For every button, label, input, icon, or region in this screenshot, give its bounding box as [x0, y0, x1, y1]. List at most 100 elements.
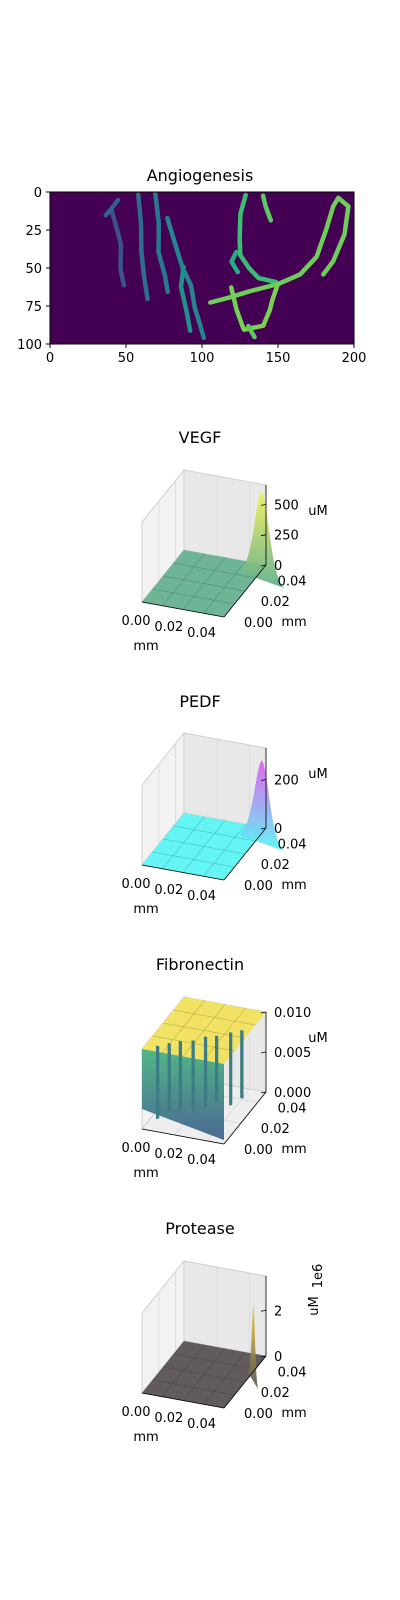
sprout-vessel: [260, 193, 274, 223]
y-tick-label: 0.02: [261, 858, 290, 873]
y-tick-label: 0.02: [261, 1122, 290, 1137]
x-tick-label: 100: [190, 351, 215, 366]
y-axis-label: mm: [281, 878, 306, 893]
y-tick-label: 0.00: [244, 879, 273, 894]
z-tick-label: 0: [274, 559, 282, 574]
surface-peak: [248, 1303, 259, 1390]
z-tick-label: 0: [274, 822, 282, 837]
x-axis-label: mm: [133, 1430, 158, 1445]
fibronectin-panel: Fibronectin 0.00 0.02 0.04mm0.000.020.04mm…: [122, 955, 328, 1181]
y-tick-label: 0.04: [278, 1365, 307, 1380]
x-tick-label: 0.00: [122, 877, 151, 892]
x-tick-label: 150: [266, 351, 291, 366]
sprout-vessel: [103, 197, 121, 218]
sprout-vessel: [153, 191, 170, 295]
y-tick-label: 0.00: [244, 1407, 273, 1422]
sprout-vessel: [241, 283, 280, 332]
sprout-vessel: [165, 215, 207, 341]
z-axis-label: uM: [308, 767, 327, 782]
y-tick-label: 0.04: [278, 837, 307, 852]
sprout-vessel: [109, 208, 127, 288]
y-tick-label: 50: [25, 262, 42, 277]
x-tick-label: 0.02: [154, 883, 183, 898]
angiogenesis-sprouts: [103, 191, 351, 341]
sprout-vessel: [237, 192, 279, 285]
y-tick-label: 75: [25, 300, 42, 315]
z-offset-label: 1e6: [311, 1264, 326, 1289]
pedf-title: PEDF: [179, 692, 220, 711]
x-tick-label: 0.00: [122, 1405, 151, 1420]
y-tick-label: 0.02: [261, 1386, 290, 1401]
angiogenesis-panel: Angiogenesis 0 50 100 150 200 0 25 50 75: [17, 166, 366, 366]
surface-trough: [240, 1030, 244, 1099]
x-tick-label: 0.02: [154, 620, 183, 635]
sprout-vessel: [178, 264, 193, 333]
z-tick-label: 200: [274, 774, 299, 789]
vegf-title: VEGF: [179, 428, 222, 447]
z-tick-label: 0.010: [274, 1006, 311, 1021]
y-tick-label: 25: [25, 224, 42, 239]
surface-peak: [239, 760, 285, 851]
x-tick-label: 0.04: [187, 889, 216, 904]
surface-plate: [142, 1341, 266, 1408]
z-tick-label: 2: [274, 1304, 282, 1319]
surface-plate: [142, 813, 266, 880]
angiogenesis-y-ticks: 0 25 50 75 100: [17, 186, 50, 353]
surface-trough: [215, 1035, 219, 1104]
y-tick-label: 0.00: [244, 1143, 273, 1158]
vegf-panel: VEGF 0.00 0.02 0.04mm0.000.020.04mm0250500…: [122, 428, 328, 654]
surface-trough: [156, 1045, 160, 1120]
surface-trough: [178, 1040, 182, 1115]
surface-peak: [239, 491, 285, 588]
y-tick-label: 0.04: [278, 574, 307, 589]
x-axis-label: mm: [133, 1166, 158, 1181]
surface-trough: [203, 1036, 208, 1110]
angiogenesis-x-ticks: 0 50 100 150 200: [46, 344, 367, 366]
surface-plate: [142, 550, 266, 617]
z-axis-label: uM: [308, 504, 327, 519]
z-axis-label: uM: [307, 1296, 322, 1315]
y-axis-label: mm: [281, 1142, 306, 1157]
z-tick-label: 500: [274, 498, 299, 513]
y-tick-label: 0.04: [278, 1101, 307, 1116]
surface-wall: [142, 1049, 224, 1140]
y-tick-label: 100: [17, 338, 42, 353]
sprout-vessel: [229, 249, 241, 275]
y-tick-label: 0.02: [261, 595, 290, 610]
surface-trough: [191, 1040, 195, 1113]
z-tick-label: 250: [274, 529, 299, 544]
z-tick-label: 0.000: [274, 1086, 311, 1101]
x-tick-label: 0.02: [154, 1411, 183, 1426]
y-axis-label: mm: [281, 615, 306, 630]
sprout-vessel: [136, 192, 150, 302]
x-tick-label: 0.04: [187, 1153, 216, 1168]
surface-plate: [142, 997, 266, 1064]
protease-title: Protease: [165, 1219, 234, 1238]
x-tick-label: 0.00: [122, 614, 151, 629]
z-axis-label: uM: [308, 1031, 327, 1046]
surface-trough: [167, 1042, 171, 1112]
y-tick-label: 0: [34, 186, 42, 201]
x-tick-label: 0.04: [187, 1417, 216, 1432]
x-tick-label: 0.04: [187, 626, 216, 641]
x-tick-label: 0.02: [154, 1147, 183, 1162]
x-tick-label: 200: [342, 351, 367, 366]
x-tick-label: 50: [118, 351, 135, 366]
sprout-vessel: [246, 323, 257, 340]
fibronectin-title: Fibronectin: [156, 955, 244, 974]
x-tick-label: 0: [46, 351, 54, 366]
x-axis-label: mm: [133, 639, 158, 654]
z-tick-label: 0.005: [274, 1046, 311, 1061]
y-tick-label: 0.00: [244, 616, 273, 631]
angiogenesis-title: Angiogenesis: [147, 166, 254, 185]
x-tick-label: 0.00: [122, 1141, 151, 1156]
surface-trough: [229, 1032, 233, 1106]
x-axis-label: mm: [133, 902, 158, 917]
z-tick-label: 0: [274, 1350, 282, 1365]
sprout-vessel: [208, 195, 351, 305]
y-axis-label: mm: [281, 1406, 306, 1421]
sprout-vessel: [228, 285, 246, 331]
